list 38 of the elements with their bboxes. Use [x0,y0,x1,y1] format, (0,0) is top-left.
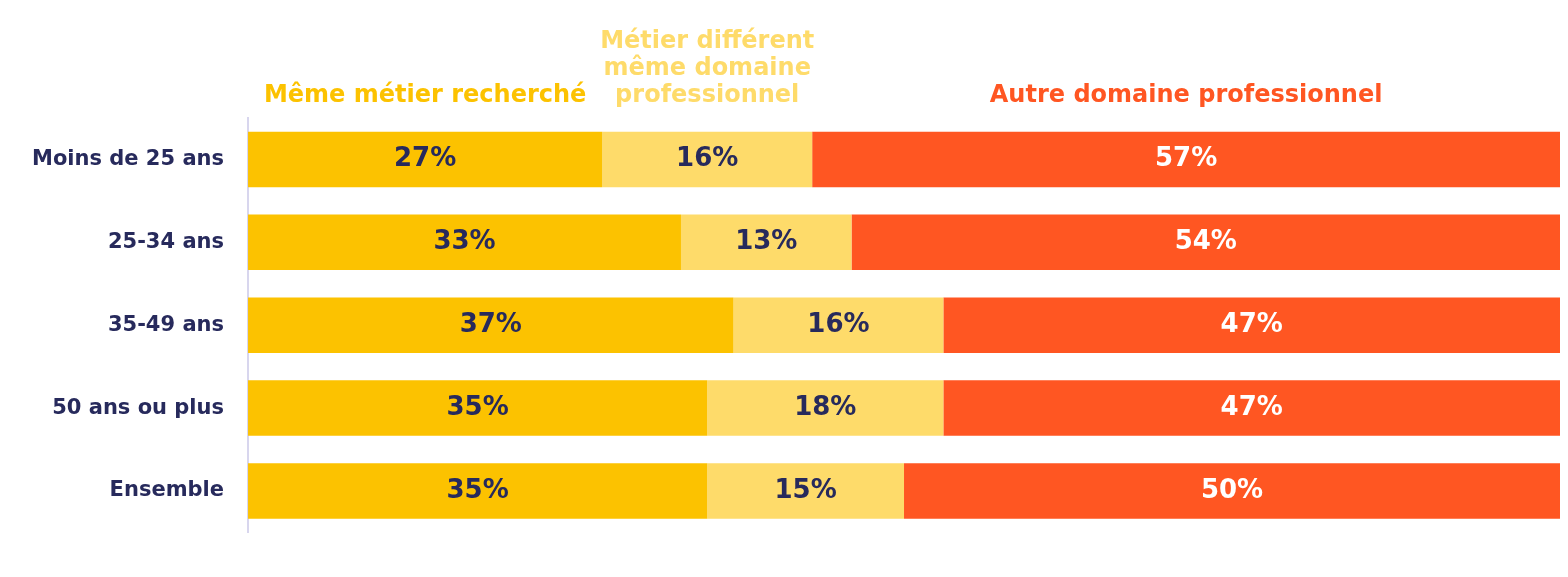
data-label: 35% [446,390,509,421]
data-label: 50% [1200,473,1264,504]
bar [707,463,905,519]
y-tick-label: 25-34 ans [107,228,225,253]
bar [248,214,681,271]
data-label: 33% [433,225,496,256]
y-tick-label: Moins de 25 ans [31,145,225,170]
data-label: 15% [774,473,837,504]
bar [733,297,944,353]
data-label: 37% [459,307,522,338]
bar [248,131,603,188]
bar [248,463,708,519]
data-label: 47% [1220,390,1283,421]
data-label: 18% [794,390,857,421]
data-label: 16% [676,142,739,173]
bar [680,214,852,271]
data-label: 47% [1220,307,1283,338]
y-tick-label: Ensemble [109,477,225,502]
bar [248,380,708,436]
bar [943,380,1560,436]
series-label: Métier différent même domaine professionnel [600,26,815,109]
data-label: 54% [1174,225,1237,256]
bar [851,214,1560,271]
series-label: Même métier recherché [263,80,587,109]
data-label: 16% [807,307,870,338]
bar [904,463,1560,519]
y-tick-label: 35-49 ans [107,311,225,336]
data-label: 13% [735,225,798,256]
y-tick-label: 50 ans ou plus [52,394,225,419]
data-label: 27% [394,142,457,173]
bar [943,297,1560,353]
series-label: Autre domaine professionnel [989,80,1383,109]
bar [812,131,1560,188]
data-label: 57% [1154,142,1218,173]
bar [602,131,813,188]
bar [248,297,734,353]
bar [707,380,944,436]
data-label: 35% [446,473,509,504]
